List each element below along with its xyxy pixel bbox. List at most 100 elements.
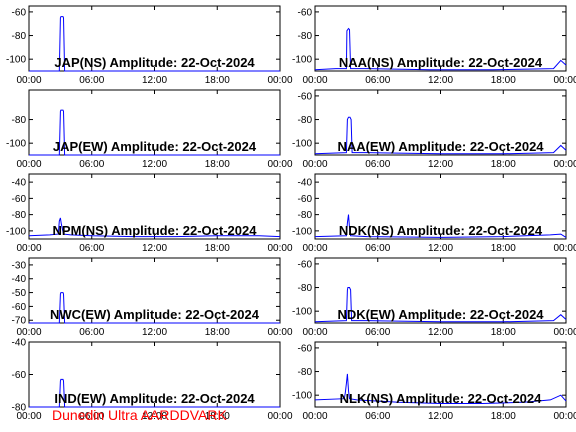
panel-frame <box>314 89 567 156</box>
x-tick-label: 06:00 <box>365 159 390 170</box>
chart-panel: -100 -80 -60 00:00 06:00 12:00 18:00 00:00 NLK(N… <box>292 341 576 422</box>
chart-panel: -100 -80 -60 -40 00:00 06:00 12:00 18:00 00:00 ND… <box>292 173 576 254</box>
y-tick-label: -80 <box>298 210 313 221</box>
y-tick-label: -100 <box>6 139 26 150</box>
x-tick-label: 06:00 <box>79 411 104 422</box>
y-tick-label: -60 <box>298 91 313 102</box>
y-tick-label: -40 <box>12 178 27 189</box>
x-tick-label: 18:00 <box>205 411 230 422</box>
x-tick-label: 00:00 <box>302 327 327 338</box>
x-tick-label: 00:00 <box>302 159 327 170</box>
y-tick-label: -100 <box>292 391 312 402</box>
panel-title: NAA(NS) Amplitude: 22-Oct-2024 <box>339 55 543 70</box>
chart-panel: -100 -80 -60 00:00 06:00 12:00 18:00 00:00 NDK(E… <box>292 257 576 338</box>
x-tick-label: 12:00 <box>142 159 167 170</box>
x-tick-label: 00:00 <box>302 75 327 86</box>
x-tick-label: 06:00 <box>79 243 104 254</box>
y-tick-label: -60 <box>298 7 313 18</box>
x-tick-label: 12:00 <box>428 243 453 254</box>
y-tick-label: -100 <box>292 55 312 66</box>
x-tick-label: 00:00 <box>553 159 576 170</box>
chart-panel: -100 -80 -60 00:00 06:00 12:00 18:00 00:00 NAA(E… <box>292 89 576 170</box>
x-tick-label: 18:00 <box>491 243 516 254</box>
x-tick-label: 12:00 <box>142 411 167 422</box>
chart-panel: -100 -80 -60 00:00 06:00 12:00 18:00 00:00 NAA(N… <box>292 5 576 86</box>
amplitude-line <box>28 217 281 238</box>
x-tick-label: 12:00 <box>142 327 167 338</box>
y-tick-label: -100 <box>6 226 26 237</box>
x-tick-label: 12:00 <box>142 243 167 254</box>
x-tick-label: 00:00 <box>16 411 41 422</box>
y-tick-label: -100 <box>292 307 312 318</box>
panel-frame <box>314 257 567 324</box>
y-tick-label: -40 <box>12 338 27 349</box>
panel-title: NDK(NS) Amplitude: 22-Oct-2024 <box>339 223 543 238</box>
x-tick-label: 12:00 <box>428 327 453 338</box>
y-tick-label: -40 <box>298 178 313 189</box>
x-tick-label: 18:00 <box>205 327 230 338</box>
panel-title: NLK(NS) Amplitude: 22-Oct-2024 <box>340 391 543 406</box>
y-tick-label: -40 <box>12 274 27 285</box>
x-tick-label: 00:00 <box>16 75 41 86</box>
panel-title: JAP(NS) Amplitude: 22-Oct-2024 <box>54 55 255 70</box>
y-tick-label: -100 <box>292 226 312 237</box>
panel-frame <box>314 341 567 408</box>
y-tick-label: -60 <box>12 194 27 205</box>
y-tick-label: -50 <box>12 288 27 299</box>
chart-panel: -100 -80 -60 -40 00:00 06:00 12:00 18:00 00:00 NP… <box>6 173 293 254</box>
x-tick-label: 00:00 <box>553 243 576 254</box>
x-tick-label: 00:00 <box>553 327 576 338</box>
x-tick-label: 06:00 <box>79 75 104 86</box>
amplitude-line <box>314 214 567 238</box>
panel-title: IND(EW) Amplitude: 22-Oct-2024 <box>54 391 255 406</box>
panel-frame <box>314 5 567 72</box>
panel-title: NPM(NS) Amplitude: 22-Oct-2024 <box>53 223 258 238</box>
x-tick-label: 18:00 <box>205 75 230 86</box>
x-tick-label: 00:00 <box>267 75 292 86</box>
y-tick-label: -80 <box>12 403 27 414</box>
y-tick-label: -80 <box>12 115 27 126</box>
x-tick-label: 00:00 <box>302 411 327 422</box>
y-tick-label: -60 <box>12 302 27 313</box>
x-tick-label: 06:00 <box>365 411 390 422</box>
x-tick-label: 00:00 <box>553 411 576 422</box>
amplitude-line <box>314 116 567 155</box>
y-tick-label: -30 <box>12 260 27 271</box>
x-tick-label: 00:00 <box>16 159 41 170</box>
x-tick-label: 18:00 <box>491 75 516 86</box>
panel-title: JAP(EW) Amplitude: 22-Oct-2024 <box>53 139 257 154</box>
y-tick-label: -60 <box>298 194 313 205</box>
y-tick-label: -80 <box>298 283 313 294</box>
x-tick-label: 12:00 <box>428 411 453 422</box>
y-tick-label: -60 <box>12 7 27 18</box>
x-tick-label: 00:00 <box>267 327 292 338</box>
x-tick-label: 00:00 <box>267 159 292 170</box>
x-tick-label: 06:00 <box>365 327 390 338</box>
x-tick-label: 18:00 <box>205 243 230 254</box>
y-tick-label: -80 <box>12 210 27 221</box>
y-tick-label: -80 <box>298 115 313 126</box>
x-tick-label: 00:00 <box>16 243 41 254</box>
y-tick-label: -70 <box>12 316 27 327</box>
x-tick-label: 00:00 <box>267 243 292 254</box>
x-tick-label: 18:00 <box>491 327 516 338</box>
panel-title: NDK(EW) Amplitude: 22-Oct-2024 <box>337 307 544 322</box>
y-tick-label: -80 <box>12 31 27 42</box>
amplitude-line <box>29 292 280 324</box>
x-tick-label: 00:00 <box>267 411 292 422</box>
panel-frame <box>314 173 567 240</box>
x-tick-label: 06:00 <box>365 243 390 254</box>
chart-panel: -100 -80 -60 00:00 06:00 12:00 18:00 00:00 JAP(N… <box>6 5 293 86</box>
x-tick-label: 06:00 <box>365 75 390 86</box>
x-tick-label: 12:00 <box>428 75 453 86</box>
panel-title: NWC(EW) Amplitude: 22-Oct-2024 <box>50 307 260 322</box>
y-tick-label: -100 <box>292 139 312 150</box>
x-tick-label: 00:00 <box>16 327 41 338</box>
x-tick-label: 00:00 <box>553 75 576 86</box>
amplitude-line <box>314 373 567 404</box>
chart-panel: -100 -80 00:00 06:00 12:00 18:00 00:00 JAP(EW) … <box>6 89 293 170</box>
x-tick-label: 00:00 <box>302 243 327 254</box>
x-tick-label: 18:00 <box>491 411 516 422</box>
y-tick-label: -60 <box>298 259 313 270</box>
